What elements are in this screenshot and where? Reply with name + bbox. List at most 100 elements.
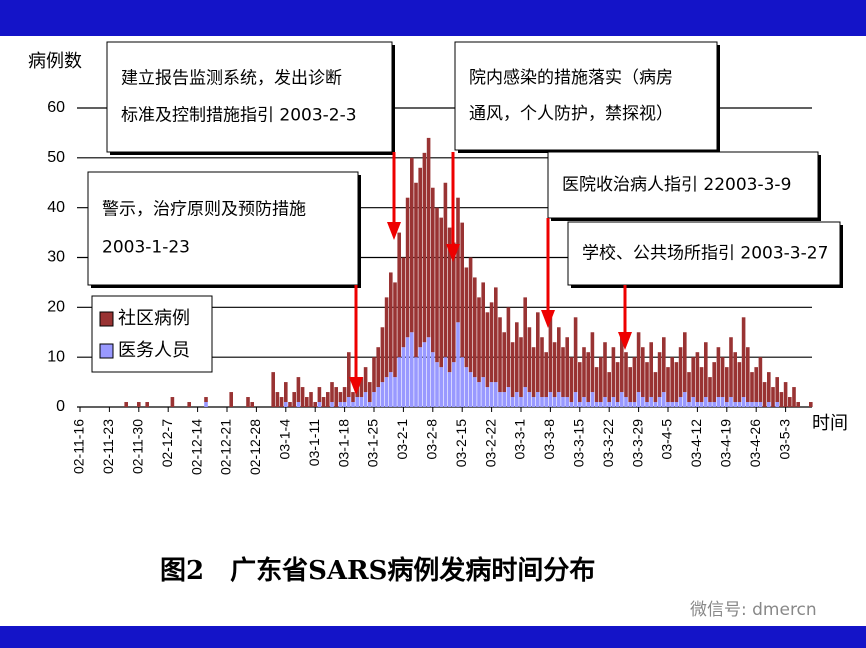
bar-segment [720, 357, 725, 398]
annotation-box [454, 41, 718, 151]
bar-segment [422, 152, 427, 343]
bar-segment [594, 402, 599, 407]
bar-segment [590, 332, 595, 393]
bar-segment [334, 387, 338, 407]
bar-segment [393, 282, 397, 378]
bar-segment [687, 402, 691, 407]
bar-segment [246, 397, 250, 407]
bar-segment [536, 312, 540, 393]
legend-label: 医务人员 [118, 340, 190, 361]
bar-segment [355, 397, 359, 407]
annotation-text: 学校、公共场所指引 2003-3-27 [582, 244, 828, 264]
bar-segment [653, 402, 658, 407]
x-tick-label: 03-5-3 [776, 419, 792, 460]
bar-segment [599, 357, 603, 403]
annotation-text: 通风，个人防护，禁探视） [469, 104, 673, 124]
bar-segment [737, 402, 742, 407]
arrow-head [349, 377, 363, 395]
bar-segment [389, 272, 393, 373]
bar-segment [309, 392, 313, 407]
bar-segment [536, 392, 540, 407]
bar-segment [464, 267, 469, 368]
bar-segment [578, 402, 582, 407]
bar-segment [662, 337, 666, 393]
bar-segment [447, 227, 452, 373]
bar-segment [347, 352, 351, 398]
bar-segment [548, 317, 553, 393]
bar-segment [498, 392, 502, 407]
bar-segment [590, 392, 595, 407]
annotation-box [567, 221, 841, 286]
bar-segment [279, 397, 284, 407]
x-tick-label: 03-4-5 [659, 419, 675, 460]
bar-segment [649, 342, 653, 398]
bar-segment [548, 392, 553, 407]
bar-segment [124, 402, 128, 407]
bar-segment [578, 362, 582, 403]
arrow-head [446, 244, 460, 262]
x-tick-label: 03-3-15 [571, 419, 587, 467]
bar-segment [666, 402, 670, 407]
bar-segment [683, 332, 687, 393]
x-tick-label: 02-12-28 [247, 419, 263, 475]
bar-segment [351, 402, 355, 407]
bar-segment [397, 357, 401, 407]
y-tick-label: 20 [47, 299, 65, 316]
bar-segment [515, 392, 519, 407]
bar-segment [573, 317, 578, 393]
bar-segment [502, 332, 506, 393]
bar-segment [733, 352, 737, 403]
bar-segment [645, 362, 649, 403]
bar-segment [460, 222, 464, 358]
bar-segment [351, 392, 355, 403]
bar-segment [788, 397, 792, 407]
bar-segment [338, 392, 343, 403]
bar-segment [657, 352, 662, 398]
x-tick-label: 03-2-8 [424, 419, 440, 460]
y-tick-label: 60 [47, 99, 65, 116]
bar-segment [531, 347, 536, 398]
annotation-text: 警示，治疗原则及预防措施 [102, 200, 306, 220]
bar-segment [628, 402, 632, 407]
bar-segment [544, 352, 548, 398]
bar-segment [338, 402, 343, 407]
bar-segment [393, 377, 397, 407]
bar-segment [750, 372, 754, 403]
y-tick-label: 50 [47, 149, 65, 166]
x-tick-label: 02-11-30 [130, 419, 146, 474]
bar-segment [607, 402, 611, 407]
bar-segment [359, 397, 364, 407]
bar-segment [645, 402, 649, 407]
bar-segment [729, 337, 733, 398]
bar-segment [632, 357, 637, 403]
bar-segment [540, 397, 544, 407]
bar-segment [699, 367, 704, 403]
bar-segment [552, 342, 557, 398]
bar-segment [414, 357, 418, 407]
bar-segment [523, 297, 527, 388]
bar-segment [779, 392, 784, 407]
bar-segment [284, 402, 288, 407]
bar-segment [372, 357, 376, 393]
bar-segment [489, 302, 494, 383]
bar-segment [271, 372, 275, 407]
bar-segment [145, 402, 149, 407]
bar-segment [691, 397, 695, 407]
bar-segment [170, 397, 175, 407]
x-tick-label: 03-4-12 [688, 419, 704, 467]
bar-segment [620, 337, 624, 393]
bar-segment [443, 182, 448, 358]
bar-segment [519, 337, 523, 398]
legend-label: 社区病例 [118, 308, 190, 329]
bar-segment [288, 402, 292, 407]
bar-segment [762, 382, 767, 407]
x-tick-label: 03-3-1 [512, 419, 528, 460]
bar-segment [750, 402, 754, 407]
annotation-text: 医院收治病人指引 22003-3-9 [562, 175, 791, 195]
bar-segment [300, 387, 305, 407]
bar-segment [683, 392, 687, 407]
bar-segment [544, 397, 548, 407]
bar-segment [716, 347, 721, 398]
